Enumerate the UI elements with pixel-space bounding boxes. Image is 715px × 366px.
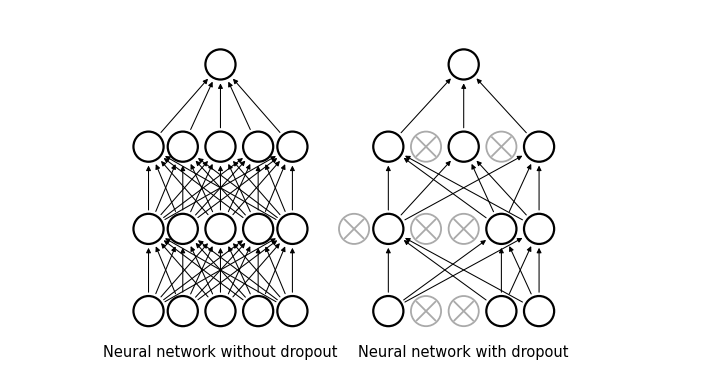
Circle shape	[448, 296, 479, 326]
Circle shape	[168, 296, 198, 326]
Circle shape	[448, 132, 479, 162]
Circle shape	[277, 214, 307, 244]
Circle shape	[373, 132, 403, 162]
Circle shape	[277, 132, 307, 162]
Circle shape	[486, 296, 516, 326]
Circle shape	[168, 132, 198, 162]
Circle shape	[134, 214, 164, 244]
Circle shape	[411, 132, 441, 162]
Circle shape	[168, 214, 198, 244]
Circle shape	[524, 296, 554, 326]
Text: Neural network without dropout: Neural network without dropout	[103, 346, 337, 361]
Circle shape	[524, 214, 554, 244]
Text: Neural network with dropout: Neural network with dropout	[358, 346, 569, 361]
Circle shape	[373, 296, 403, 326]
Circle shape	[411, 214, 441, 244]
Circle shape	[448, 49, 479, 79]
Circle shape	[205, 214, 235, 244]
Circle shape	[243, 296, 273, 326]
Circle shape	[243, 132, 273, 162]
Circle shape	[524, 132, 554, 162]
Circle shape	[448, 214, 479, 244]
Circle shape	[277, 296, 307, 326]
Circle shape	[486, 132, 516, 162]
Circle shape	[339, 214, 369, 244]
Circle shape	[243, 214, 273, 244]
Circle shape	[134, 296, 164, 326]
Circle shape	[134, 132, 164, 162]
Circle shape	[205, 296, 235, 326]
Circle shape	[205, 132, 235, 162]
Circle shape	[411, 296, 441, 326]
Circle shape	[486, 214, 516, 244]
Circle shape	[205, 49, 235, 79]
Circle shape	[373, 214, 403, 244]
